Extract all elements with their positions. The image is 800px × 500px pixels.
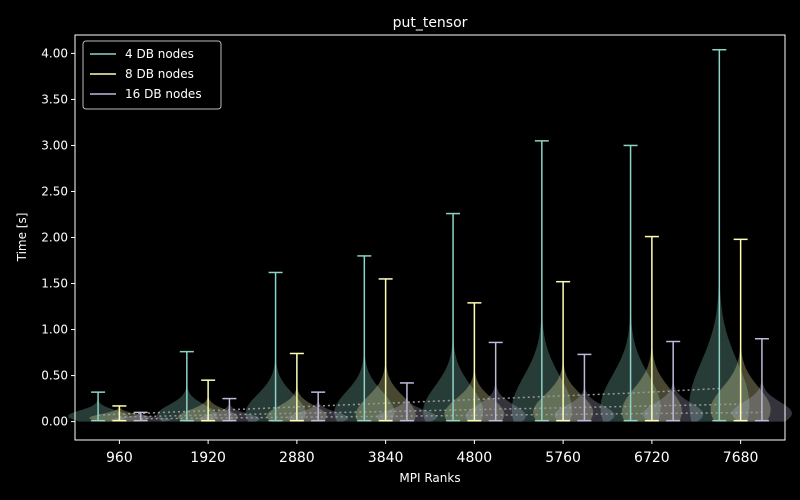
ytick-label-2.50: 2.50 [41, 184, 68, 198]
xtick-label-6720: 6720 [634, 450, 670, 466]
ytick-label-1.00: 1.00 [41, 323, 68, 337]
chart-title: put_tensor [393, 15, 468, 31]
xtick-label-5760: 5760 [545, 450, 581, 466]
xtick-label-4800: 4800 [457, 450, 493, 466]
legend-label-4-db-nodes: 4 DB nodes [125, 47, 194, 61]
ytick-label-0.00: 0.00 [41, 415, 68, 429]
xtick-label-960: 960 [106, 450, 133, 466]
axes: 0.00 0.50 1.00 1.50 2.00 2.50 3.00 3.50 4.00 960 1… [41, 46, 758, 466]
xtick-label-7680: 7680 [723, 450, 759, 466]
legend-box [82, 40, 222, 110]
ytick-label-3.50: 3.50 [41, 92, 68, 106]
trend-line-4-db-nodes [98, 387, 720, 416]
xtick-label-2880: 2880 [279, 450, 315, 466]
trend-line-16-db-nodes [140, 411, 762, 420]
legend-label-8-db-nodes: 8 DB nodes [125, 67, 194, 81]
xtick-label-1920: 1920 [190, 450, 226, 466]
ytick-label-3.00: 3.00 [41, 138, 68, 152]
ytick-label-0.50: 0.50 [41, 369, 68, 383]
ytick-label-2.00: 2.00 [41, 231, 68, 245]
y-axis-label: Time [s] [15, 213, 29, 263]
trend-line-8-db-nodes [119, 403, 741, 418]
xtick-label-3840: 3840 [368, 450, 404, 466]
legend: 4 DB nodes 8 DB nodes 16 DB nodes [82, 40, 222, 110]
ytick-label-4.00: 4.00 [41, 46, 68, 60]
plot-area [68, 48, 792, 422]
legend-label-16-db-nodes: 16 DB nodes [125, 87, 202, 101]
x-axis-label: MPI Ranks [399, 471, 460, 485]
ytick-label-1.50: 1.50 [41, 277, 68, 291]
